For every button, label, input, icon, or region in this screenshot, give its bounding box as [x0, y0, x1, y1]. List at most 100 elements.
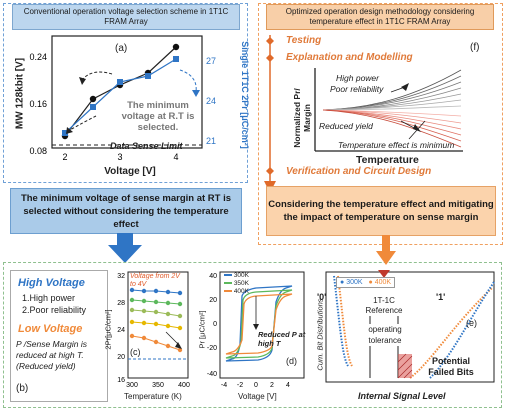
svg-text:0: 0	[254, 382, 258, 389]
arrow-head	[192, 90, 200, 97]
panel-e-label: (e)	[466, 318, 477, 328]
bottom-frame	[3, 262, 502, 408]
arrow-right-blue	[179, 69, 197, 93]
series-2pr-point	[62, 130, 68, 136]
one-distribution	[409, 281, 495, 379]
high-item-2: 2.Poor reliability	[22, 305, 87, 315]
right-callout: Considering the temperature effect and m…	[266, 186, 496, 236]
panel-c-label: (c)	[130, 347, 141, 357]
panel-d-chart: 40 20 0 -20 -40 -4 -2 0 2 4	[207, 271, 305, 389]
svg-text:24: 24	[117, 327, 125, 334]
svg-text:300: 300	[126, 382, 138, 389]
arrow-left-black	[81, 71, 113, 81]
panel-b-label: (b)	[16, 383, 29, 394]
panel-e-zero: '0'	[317, 292, 327, 302]
svg-text:0: 0	[213, 321, 217, 328]
y-tick: 0.16	[29, 99, 47, 109]
right-header: Optimized operation design methodology c…	[266, 4, 494, 30]
series-2pr-point	[145, 73, 151, 79]
y-tick: 0.24	[29, 52, 47, 62]
legend-300k-e: ● 300K	[340, 279, 363, 286]
legend-text: 300K	[233, 272, 249, 279]
step-timeline	[264, 35, 276, 193]
step-explanation: Explanation and Modelling	[286, 52, 413, 63]
panel-a-limit-label: Data Sense Limit	[110, 141, 183, 151]
low-voltage-title: Low Voltage	[18, 323, 83, 335]
panel-e-chart	[325, 270, 495, 383]
svg-text:400: 400	[178, 382, 190, 389]
step-marker	[266, 54, 274, 62]
svg-text:350: 350	[152, 382, 164, 389]
panel-a-chart: 0.24 0.16 0.08 27 24 21 2 3 4	[29, 35, 216, 162]
svg-text:20: 20	[117, 354, 125, 361]
panel-b-box	[10, 270, 108, 402]
legend-text: 400K	[233, 288, 249, 295]
down-arrow-orange	[376, 235, 396, 265]
series-2pr-point	[173, 56, 179, 62]
legend-300k: 300K	[224, 272, 249, 280]
y2-tick: 21	[206, 136, 216, 146]
panel-c-chart: 32 28 24 20 16 300 350 400	[117, 271, 190, 389]
svg-text:-20: -20	[207, 345, 217, 352]
panel-f-label: (f)	[470, 42, 480, 53]
right-top-frame	[258, 3, 503, 245]
panel-f-ylabel: Normalized Pr/ Margin	[292, 88, 312, 148]
panel-a-ylabel: MW 128kbit [V]	[14, 57, 26, 130]
x-tick: 3	[117, 152, 122, 162]
legend-text: 300K	[346, 279, 363, 286]
panel-a-right-label: Single 1T1C 2Pr [μC/cm²]	[240, 41, 250, 149]
y2-tick: 27	[206, 56, 216, 66]
panel-f-xlabel: Temperature	[356, 154, 419, 166]
y2-tick: 24	[206, 96, 216, 106]
panel-e-xlabel: Internal Signal Level	[358, 391, 446, 401]
step-verification: Verification and Circuit Design	[286, 166, 432, 177]
svg-text:2: 2	[270, 382, 274, 389]
svg-text:-2: -2	[237, 382, 243, 389]
svg-text:28: 28	[117, 300, 125, 307]
arrow-head	[79, 77, 86, 85]
panel-a-axes	[51, 35, 203, 149]
y-tick: 0.08	[29, 146, 47, 156]
panel-a-annotation: The minimum voltage at R.T is selected.	[121, 100, 195, 133]
red-curves	[322, 109, 462, 148]
legend-400k-e: ● 400K	[368, 279, 392, 286]
series-mw-point	[89, 95, 97, 103]
panel-c-xlabel: Temperature (K)	[124, 392, 182, 401]
panel-d-label: (d)	[286, 356, 297, 366]
legend-text: 400K	[374, 279, 392, 286]
step-testing: Testing	[286, 35, 322, 46]
svg-text:16: 16	[117, 377, 125, 384]
panel-e-ylabel: Cum. Bit Distributions	[315, 298, 325, 371]
panel-d-xlabel: Voltage [V]	[238, 392, 277, 401]
panel-e-legend: ● 300K ● 400K	[336, 277, 396, 288]
x-tick: 2	[62, 152, 67, 162]
svg-text:-4: -4	[221, 382, 227, 389]
series-mw-point	[172, 43, 180, 51]
gray-curves	[322, 69, 462, 111]
panel-e-one: '1'	[436, 292, 446, 302]
x-tick: 4	[173, 152, 178, 162]
svg-text:20: 20	[209, 297, 217, 304]
step-marker	[266, 167, 274, 175]
arrow-head	[66, 127, 73, 134]
zero-distribution	[333, 275, 353, 367]
svg-text:32: 32	[117, 273, 125, 280]
series-2pr-point	[90, 104, 96, 110]
left-top-frame	[3, 3, 248, 183]
low-voltage-text: P /Sense Margin is reduced at high T. (R…	[16, 339, 88, 371]
step-marker	[266, 37, 274, 45]
high-voltage-title: High Voltage	[18, 277, 85, 289]
high-item-1: 1.High power	[22, 293, 76, 303]
panel-f-temp-min: Temperature effect is minimum	[338, 140, 455, 150]
left-header-text: Conventional operation voltage selection…	[23, 7, 229, 26]
panel-e-failed: Potential Failed Bits	[428, 356, 474, 377]
legend-text: 350K	[233, 280, 249, 287]
right-callout-text: Considering the temperature effect and m…	[268, 199, 494, 223]
series-2pr-point	[117, 79, 123, 85]
panel-c-points	[129, 287, 183, 353]
panel-f-chart	[314, 68, 463, 152]
arrow-min-voltage	[69, 115, 97, 131]
panel-d-annotation: Reduced P at high T	[258, 330, 306, 348]
svg-text:-40: -40	[207, 371, 217, 378]
panel-d-legend: 300K 350K 400K	[224, 272, 249, 296]
